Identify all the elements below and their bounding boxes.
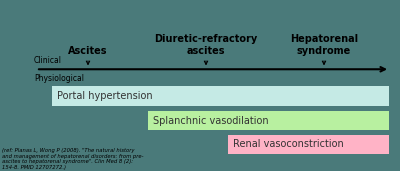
Text: Physiological: Physiological bbox=[34, 74, 84, 83]
Bar bbox=[52, 86, 389, 106]
Text: (ref: Planas L, Wong P (2008). "The natural history
and management of hepatorena: (ref: Planas L, Wong P (2008). "The natu… bbox=[2, 148, 144, 170]
Text: Hepatorenal
syndrome: Hepatorenal syndrome bbox=[290, 34, 358, 56]
Bar bbox=[228, 135, 389, 154]
Text: Renal vasoconstriction: Renal vasoconstriction bbox=[233, 140, 344, 149]
Text: Diuretic-refractory
ascites: Diuretic-refractory ascites bbox=[154, 34, 258, 56]
Text: Splanchnic vasodilation: Splanchnic vasodilation bbox=[153, 116, 268, 126]
Text: Portal hypertension: Portal hypertension bbox=[57, 91, 152, 101]
Bar bbox=[148, 111, 389, 130]
Text: Clinical: Clinical bbox=[34, 56, 62, 65]
Text: Ascites: Ascites bbox=[68, 46, 108, 56]
